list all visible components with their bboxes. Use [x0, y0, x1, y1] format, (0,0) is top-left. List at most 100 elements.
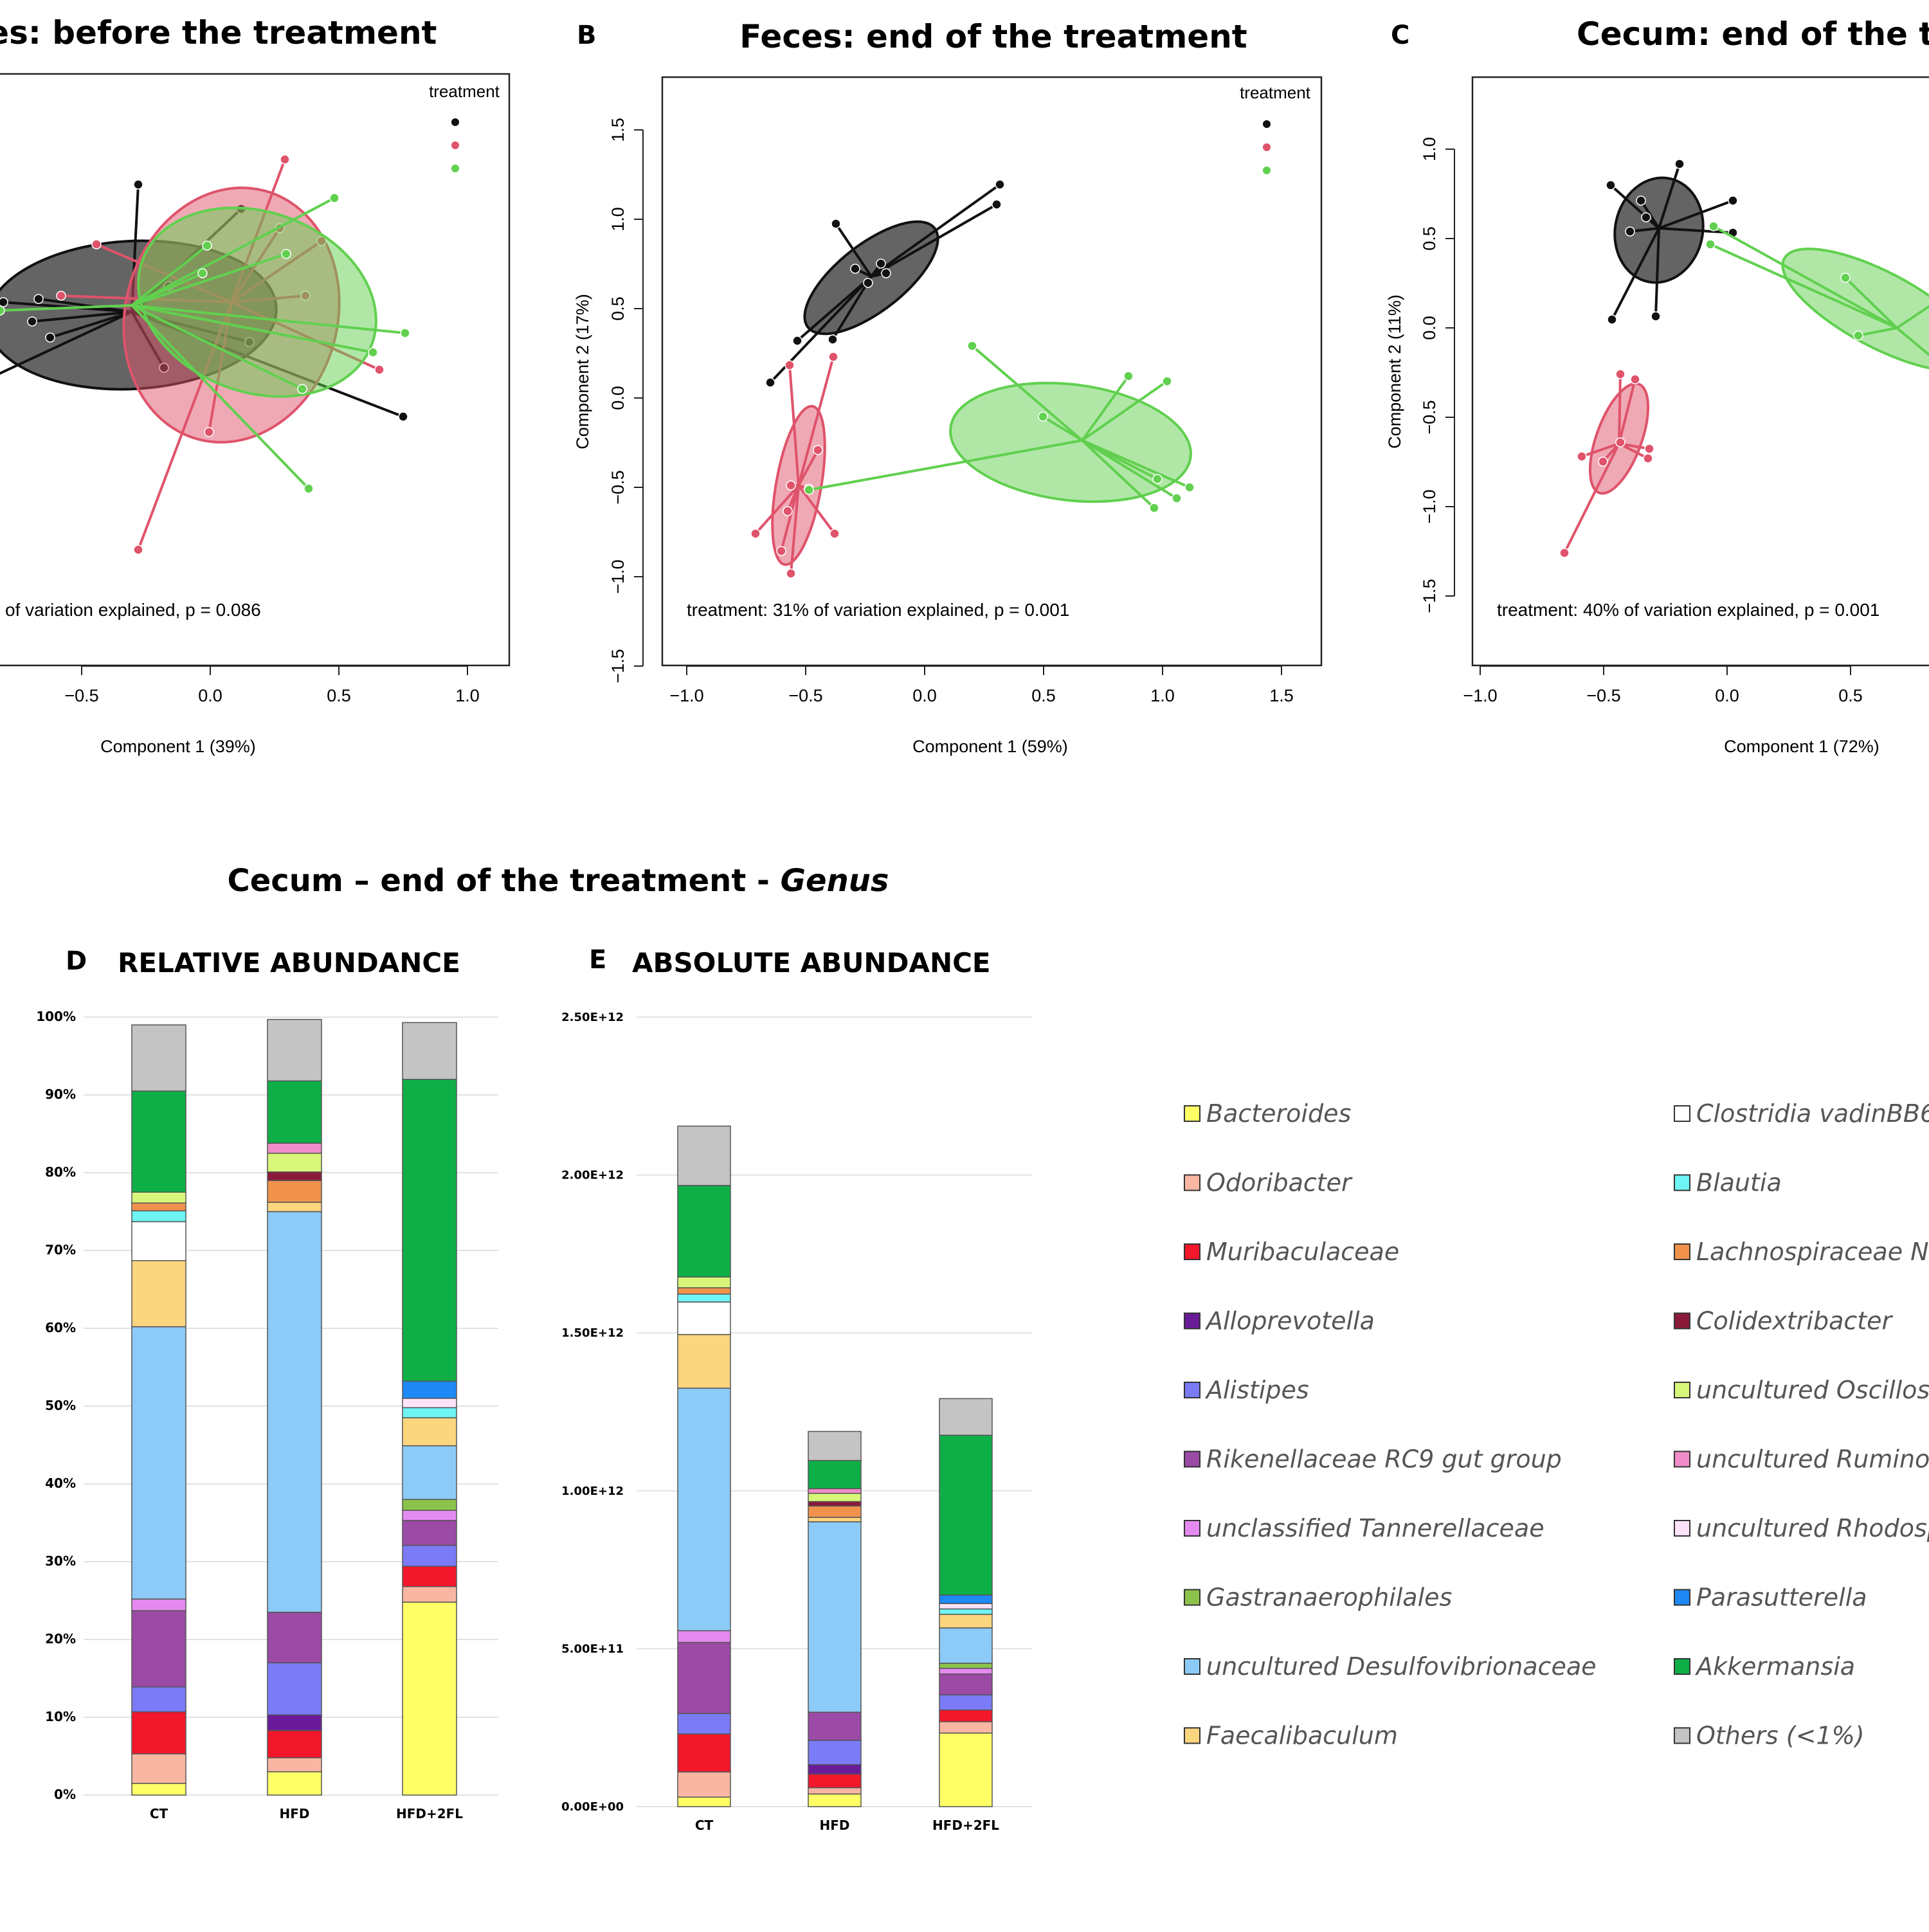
legend-item: Odoribacter [1184, 1169, 1353, 1197]
legend-label: Akkermansia [1694, 1652, 1855, 1681]
bar-segment-odoribacter [808, 1787, 862, 1795]
sample-point [1615, 437, 1626, 447]
panel-b-y-ticks: −1.5 −1.0 −0.5 0.0 0.5 1.0 1.5 [608, 118, 644, 683]
legend-label: Rikenellaceae RC9 gut group [1206, 1445, 1562, 1474]
panel-e-label: E [589, 945, 606, 975]
pcoa-panel-b: B Feces: end of the treatment treatment … [573, 18, 1323, 756]
sample-point [1184, 482, 1195, 492]
spider-line [796, 275, 873, 342]
legend-swatch [1674, 1450, 1690, 1468]
panel-b-title: Feces: end of the treatment [739, 18, 1247, 55]
y-tick-label: 1.00E+12 [561, 1485, 624, 1498]
legend-marker-3 [451, 165, 459, 172]
x-tick-label: 0.5 [1838, 686, 1863, 705]
sample-point [368, 347, 378, 357]
bar-segment-colidextribacter [808, 1501, 862, 1507]
legend-label: uncultured Rhodospir [1696, 1514, 1929, 1542]
spider-line [131, 253, 287, 307]
legend-swatch [1184, 1174, 1200, 1191]
panel-c-xlabel: Component 1 (72%) [1724, 737, 1879, 756]
spider-line [1654, 228, 1660, 317]
relative-abundance-chart: 0% 10% 20% 30% 40% 50% 60% 70% 80% 90% 100% CT HFD HF… [36, 1009, 498, 1821]
spider-line [754, 484, 800, 535]
bar-segment-lachnospiraceae-nk4 [677, 1287, 731, 1295]
bar-segment-odoribacter [939, 1721, 993, 1734]
spider-line [1042, 415, 1083, 442]
bar-segment-odoribacter [402, 1585, 457, 1603]
sample-point [280, 154, 290, 165]
legend-item: Bacteroides [1184, 1099, 1351, 1128]
bar-segment-odoribacter [131, 1753, 186, 1784]
panel-a-title: ces: before the treatment [0, 14, 437, 51]
sample-point [204, 427, 214, 437]
legend-swatch [1184, 1589, 1200, 1606]
bar-segment-blautia [131, 1210, 186, 1222]
y-tick-label: 20% [45, 1631, 76, 1647]
legend-item: Lachnospiraceae NK4 [1674, 1238, 1929, 1266]
bar-segment-muribaculaceae [131, 1711, 186, 1755]
bar-segment-colidextribacter [267, 1171, 322, 1181]
category-label: HFD [279, 1806, 309, 1821]
y-tick-label: 100% [36, 1009, 76, 1024]
legend-item: uncultured Rhodospir [1674, 1514, 1929, 1542]
bar-segment-lachnospiraceae-nk4 [808, 1505, 862, 1518]
legend-swatch [1674, 1589, 1690, 1606]
sample-point [27, 316, 37, 327]
sample-point [786, 568, 796, 579]
legend-label: Muribaculaceae [1206, 1238, 1399, 1266]
panel-a-x-ticks: −0.5 0.0 0.5 1.0 [64, 665, 480, 705]
bar-segment-akkermansia [402, 1079, 457, 1382]
x-tick-label: 1.0 [1150, 686, 1175, 705]
bar-segment-alloprevotella [808, 1764, 862, 1775]
panel-b-legend-title: treatment [1240, 83, 1311, 102]
sample-point [784, 360, 795, 370]
legend-item: Rikenellaceae RC9 gut group [1184, 1445, 1562, 1474]
section-title-italic: Genus [781, 863, 889, 899]
y-tick-label: 0.00E+00 [561, 1800, 624, 1814]
sample-point [1641, 212, 1651, 222]
x-tick-label: −0.5 [788, 686, 822, 705]
spider-line [1618, 442, 1649, 460]
sample-point [1636, 195, 1646, 206]
spider-line [131, 304, 310, 490]
sample-point [792, 336, 802, 346]
sample-point [1674, 159, 1685, 169]
sample-point [45, 332, 55, 343]
sample-point [776, 546, 786, 556]
sample-point [1598, 456, 1608, 467]
spider-line [797, 356, 835, 486]
spider-line [32, 311, 132, 323]
bar-segment-faecalibaculum [267, 1202, 322, 1213]
sample-point [967, 341, 977, 351]
bar-segment-faecalibaculum [808, 1517, 862, 1522]
sample-point [876, 258, 886, 269]
legend-item: uncultured Desulfovibrionaceae [1184, 1652, 1597, 1681]
bar-segment-unclassified-tannerellaceae [677, 1630, 731, 1643]
bar-segment-akkermansia [939, 1434, 993, 1596]
bar-segment-alistipes [267, 1662, 322, 1716]
sample-point [1651, 311, 1661, 321]
spider-line [797, 484, 836, 535]
legend-item: Others (<1%) [1674, 1722, 1865, 1750]
bar-segment-alistipes [808, 1740, 862, 1765]
sample-point [828, 352, 838, 362]
category-label: HFD+2FL [396, 1806, 463, 1821]
legend-item: Alloprevotella [1184, 1307, 1375, 1335]
bar-segment-clostridia-vadinbb60-g [677, 1301, 731, 1335]
panel-b-annotation: treatment: 31% of variation explained, p… [687, 600, 1069, 620]
bar-segment-parasutterella [402, 1380, 457, 1399]
y-tick-label: 1.0 [608, 207, 628, 231]
sample-point [1705, 239, 1716, 249]
sample-point [1615, 369, 1626, 379]
x-tick-label: 0.0 [1715, 686, 1739, 705]
bar-segment-akkermansia [677, 1185, 731, 1278]
bar-segment-muribaculaceae [402, 1566, 457, 1587]
legend-item: Faecalibaculum [1184, 1722, 1398, 1750]
bar-segment-faecalibaculum [131, 1259, 186, 1328]
bar-segment-alloprevotella [267, 1714, 322, 1731]
legend-marker-1 [451, 118, 459, 126]
bar-segment-uncultured-desulfovibrionaceae [402, 1445, 457, 1500]
bar-segment-odoribacter [677, 1771, 731, 1798]
legend-swatch [1674, 1312, 1690, 1330]
